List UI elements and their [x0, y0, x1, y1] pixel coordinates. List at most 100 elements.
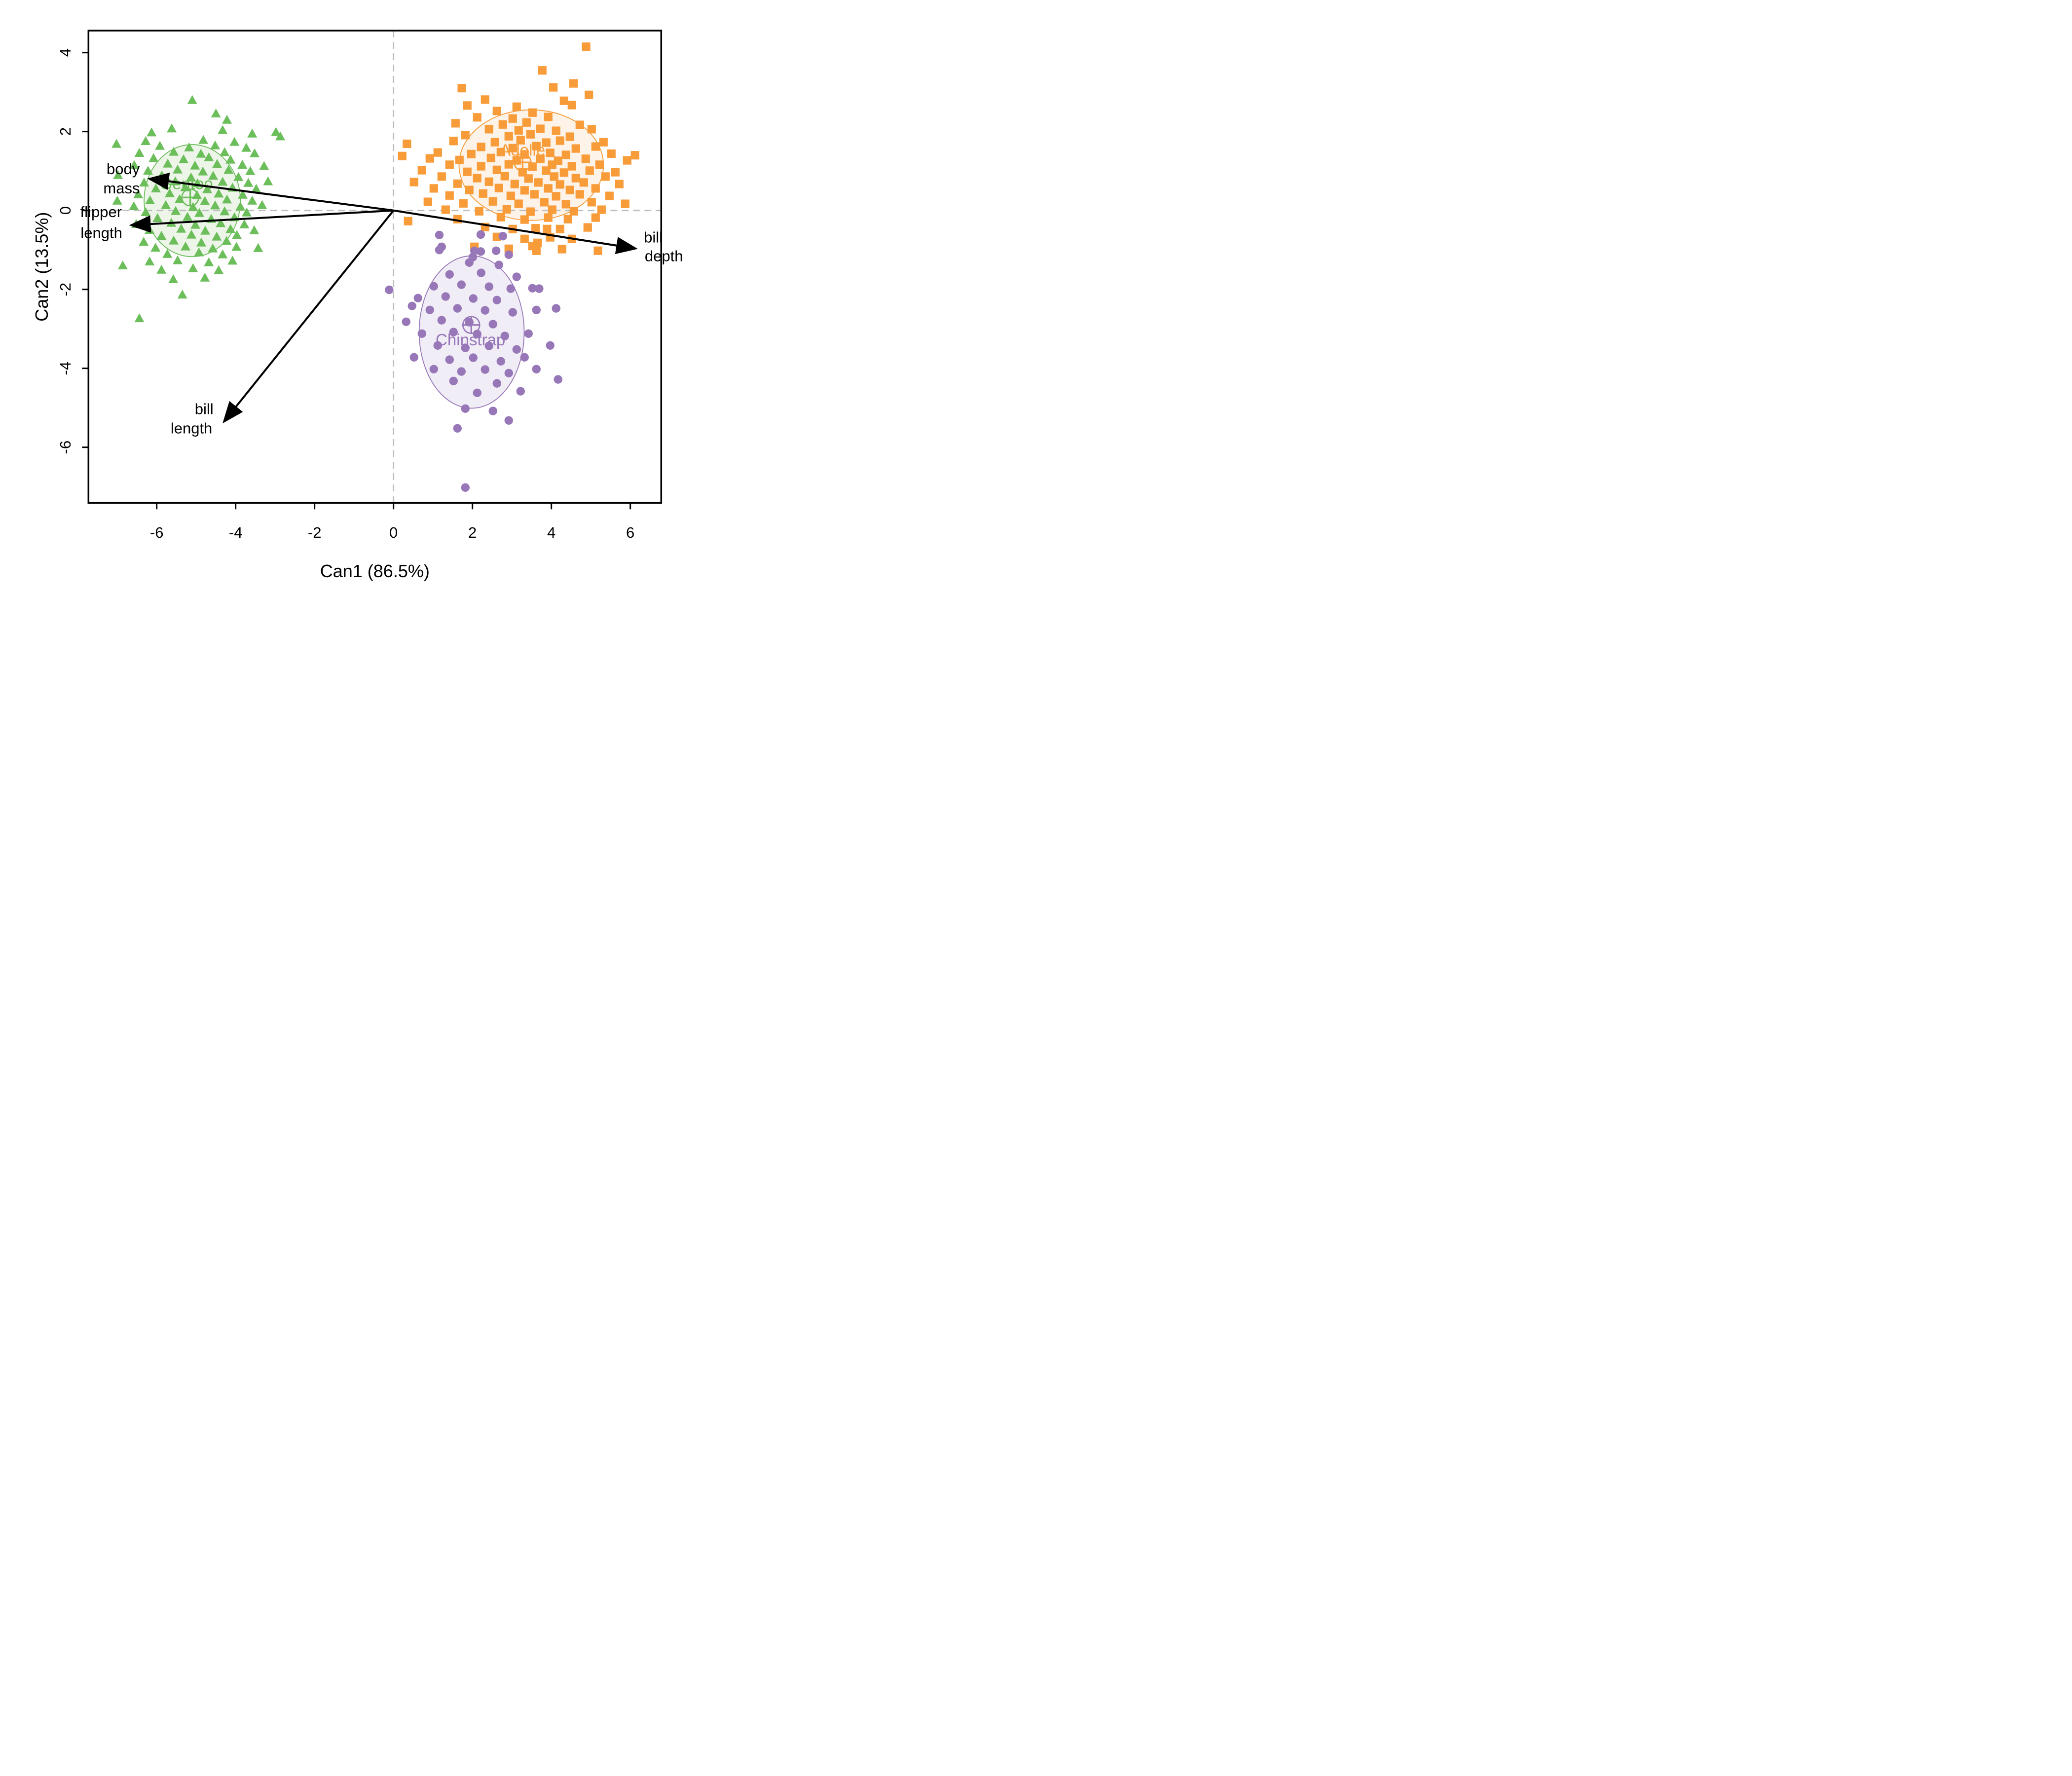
adelie-point — [429, 184, 438, 193]
y-axis-title: Can2 (13.5%) — [32, 212, 52, 322]
gentoo-point — [225, 224, 236, 233]
adelie-point — [516, 136, 525, 145]
arrow-flipper-length — [129, 209, 394, 233]
arrow-label-bill-depth: bill — [644, 228, 663, 246]
gentoo-point — [251, 184, 261, 193]
chinstrap-point — [491, 246, 501, 255]
gentoo-point — [211, 108, 221, 117]
gentoo-point — [238, 189, 248, 199]
gentoo-point — [222, 114, 232, 124]
adelie-point — [496, 148, 505, 156]
gentoo-point — [163, 158, 173, 168]
chinstrap-point — [512, 345, 521, 354]
gentoo-point — [218, 177, 228, 186]
chinstrap-point — [512, 272, 521, 281]
adelie-point — [607, 149, 616, 158]
chinstrap-point — [465, 258, 474, 267]
chinstrap-point — [532, 305, 541, 314]
chinstrap-point — [504, 369, 513, 377]
gentoo-point — [198, 166, 208, 176]
adelie-point — [555, 136, 564, 145]
adelie-point — [630, 151, 639, 160]
chinstrap-point — [476, 247, 485, 256]
adelie-point — [585, 166, 594, 175]
adelie-point — [550, 172, 558, 181]
gentoo-point — [204, 257, 214, 266]
gentoo-point — [216, 218, 226, 227]
chinstrap-point — [498, 231, 507, 241]
gentoo-point — [223, 165, 234, 174]
arrow-body-mass — [147, 173, 394, 212]
chinstrap-point — [407, 301, 416, 310]
adelie-point — [583, 223, 592, 232]
adelie-point — [492, 107, 501, 115]
adelie-point — [555, 224, 564, 233]
adelie-point — [409, 178, 418, 186]
chinstrap-point — [484, 341, 493, 350]
chinstrap-point — [461, 404, 470, 413]
gentoo-point — [181, 241, 191, 251]
adelie-point — [530, 190, 539, 199]
adelie-point — [498, 120, 507, 129]
adelie-point — [524, 174, 533, 183]
gentoo-point — [247, 128, 258, 138]
chinstrap-point — [457, 367, 466, 376]
chinstrap-point — [429, 282, 438, 291]
gentoo-point — [156, 230, 167, 240]
y-tick-label: -4 — [57, 362, 74, 375]
gentoo-point — [250, 148, 260, 157]
gentoo-point — [196, 148, 206, 158]
gentoo-point — [169, 147, 179, 156]
adelie-point — [449, 137, 458, 146]
adelie-point — [473, 113, 481, 122]
adelie-point — [552, 192, 560, 201]
gentoo-point — [134, 313, 145, 323]
series-adelie — [398, 42, 639, 255]
adelie-point — [565, 185, 574, 194]
adelie-point — [488, 197, 497, 206]
adelie-point — [544, 112, 553, 121]
adelie-point — [512, 102, 521, 111]
chinstrap-point — [492, 379, 501, 388]
arrow-label-flipper-length: length — [80, 224, 122, 241]
gentoo-point — [212, 231, 222, 241]
gentoo-point — [231, 242, 242, 251]
adelie-point — [522, 118, 531, 127]
gentoo-point — [171, 206, 181, 215]
gentoo-point — [263, 176, 273, 185]
adelie-point — [441, 205, 450, 214]
adelie-point — [500, 172, 509, 181]
gentoo-point — [232, 230, 242, 239]
adelie-point — [611, 168, 620, 177]
adelie-point — [555, 180, 564, 189]
chinstrap-point — [481, 306, 489, 315]
x-tick-label: 4 — [547, 524, 555, 541]
gentoo-point — [111, 139, 122, 148]
chinstrap-point — [524, 329, 533, 338]
gentoo-point — [141, 136, 151, 145]
chinstrap-point — [429, 365, 438, 373]
gentoo-point — [245, 166, 256, 175]
gentoo-point — [233, 172, 244, 181]
adelie-point — [494, 184, 503, 192]
gentoo-point — [249, 225, 259, 234]
gentoo-point — [218, 249, 228, 259]
adelie-point — [455, 155, 464, 164]
chinstrap-point — [481, 365, 489, 374]
adelie-point — [591, 184, 600, 193]
x-tick-label: -4 — [229, 524, 243, 541]
arrow-label-bill-length: length — [171, 419, 212, 437]
adelie-point — [575, 190, 584, 199]
gentoo-point — [214, 188, 224, 198]
gentoo-point — [186, 229, 197, 239]
gentoo-point — [208, 243, 218, 253]
adelie-point — [479, 189, 487, 198]
gentoo-centroid-marker — [181, 188, 199, 207]
adelie-point — [463, 167, 472, 176]
gentoo-point — [247, 195, 258, 205]
adelie-point — [492, 165, 501, 174]
chinstrap-point — [449, 376, 458, 385]
chinstrap-point — [476, 230, 485, 239]
adelie-point — [508, 144, 517, 152]
adelie-point — [398, 151, 407, 160]
